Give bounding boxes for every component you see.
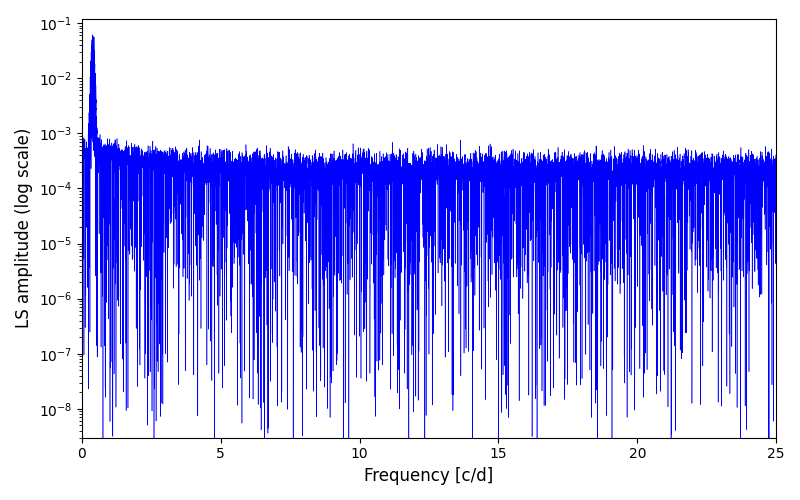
Y-axis label: LS amplitude (log scale): LS amplitude (log scale) — [15, 128, 33, 328]
X-axis label: Frequency [c/d]: Frequency [c/d] — [364, 467, 494, 485]
